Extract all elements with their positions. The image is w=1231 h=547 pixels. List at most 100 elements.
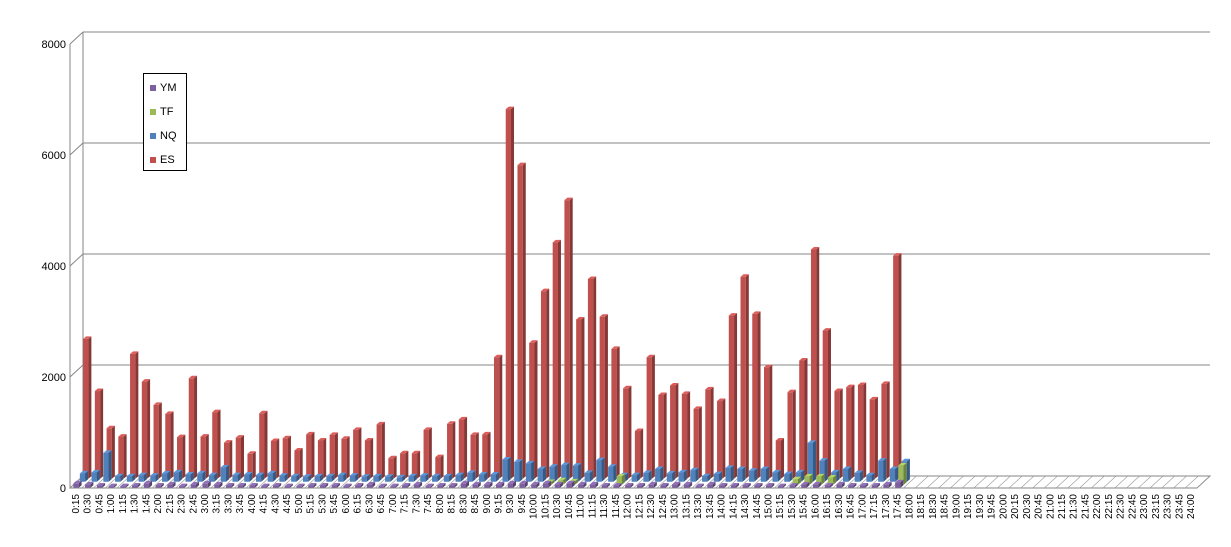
bar-side — [242, 483, 246, 488]
bar-front — [749, 470, 755, 482]
bar-side — [601, 457, 605, 482]
bar-es — [341, 436, 350, 479]
bar-top — [842, 466, 852, 469]
bar-front — [719, 485, 725, 488]
bar-top — [396, 474, 406, 478]
bar-front — [435, 457, 441, 479]
bar-es — [435, 454, 444, 479]
bar-front — [683, 484, 690, 488]
x-tick-label: 2:00 — [153, 494, 164, 514]
bar-nq — [197, 470, 206, 482]
bar-es — [482, 431, 491, 479]
bar-side — [454, 483, 458, 488]
bar-nq — [784, 471, 793, 482]
bar-front — [267, 473, 273, 482]
bar-side — [581, 316, 585, 479]
bar-front — [587, 278, 594, 479]
y-tick-label: 8000 — [42, 39, 66, 51]
bar-top — [576, 316, 585, 320]
x-tick-label: 17:00 — [857, 494, 868, 519]
bar-ym — [507, 480, 517, 488]
bar-front — [728, 315, 735, 479]
bar-front — [643, 472, 649, 482]
x-tick-label: 3:15 — [212, 494, 223, 514]
bar-side — [783, 483, 787, 488]
bar-side — [182, 434, 186, 479]
bar-side — [501, 481, 505, 488]
bar-top — [728, 313, 738, 316]
bar-es — [353, 427, 362, 479]
bar-front — [599, 316, 605, 479]
bar-top — [789, 483, 798, 486]
x-tick-label: 12:15 — [634, 494, 645, 519]
bar-top — [742, 483, 751, 486]
bar-side — [827, 328, 831, 479]
bar-front — [804, 476, 810, 485]
bar-es — [587, 276, 597, 479]
x-tick-label: 16:15 — [822, 494, 833, 519]
bar-side — [546, 288, 550, 479]
bar-top — [173, 469, 183, 473]
bar-ym — [460, 480, 470, 488]
bar-front — [646, 357, 652, 479]
bar-front — [167, 484, 173, 488]
bar-nq — [279, 473, 288, 482]
bar-top — [83, 336, 92, 339]
bar-nq — [326, 473, 335, 482]
bar-top — [425, 483, 434, 487]
bar-top — [730, 483, 740, 486]
x-tick-label: 15:15 — [775, 494, 786, 519]
bar-front — [214, 484, 220, 488]
bar-nq — [349, 473, 359, 482]
floor-divider — [1102, 475, 1117, 489]
bar-top — [291, 473, 300, 477]
bar-front — [467, 472, 473, 482]
bar-top — [261, 483, 270, 487]
x-tick-label: 10:30 — [552, 494, 563, 519]
bar-side — [625, 472, 629, 482]
bar-ym — [742, 483, 751, 488]
bar-ym — [660, 483, 669, 488]
bar-front — [306, 434, 312, 479]
bar-side — [272, 470, 276, 482]
bar-side — [595, 481, 599, 488]
bar-front — [564, 200, 570, 479]
bar-es — [493, 354, 503, 479]
bar-top — [895, 479, 904, 483]
bar-nq — [643, 470, 652, 482]
bar-side — [710, 386, 714, 479]
bar-es — [810, 247, 820, 479]
x-tick-label: 9:45 — [517, 494, 528, 514]
bar-front — [584, 472, 590, 482]
bar-front — [449, 485, 455, 488]
bar-top — [613, 483, 622, 486]
bar-es — [83, 336, 92, 479]
bar-top — [162, 470, 171, 474]
bar-top — [578, 481, 587, 485]
x-tick-label: 7:45 — [423, 494, 434, 514]
bar-es — [165, 411, 174, 479]
bar-side — [336, 483, 340, 488]
bar-side — [319, 473, 323, 482]
bar-nq — [432, 473, 441, 482]
bar-front — [540, 291, 547, 479]
bar-ym — [683, 481, 693, 488]
x-tick-label: 4:00 — [247, 494, 258, 514]
bar-front — [153, 404, 159, 479]
bar-top — [472, 481, 481, 485]
bar-top — [225, 483, 235, 486]
bar-nq — [115, 473, 124, 482]
bar-side — [123, 434, 127, 479]
bar-side — [276, 438, 280, 479]
bar-side — [660, 466, 664, 482]
bar-top — [566, 480, 575, 484]
bar-front — [589, 484, 596, 488]
bar-ym — [413, 481, 423, 488]
bar-side — [722, 398, 726, 479]
bar-top — [564, 197, 573, 201]
bar-side — [358, 427, 362, 479]
bar-front — [284, 486, 290, 488]
bar-top — [460, 480, 470, 484]
bar-side — [149, 480, 153, 488]
bar-front — [349, 475, 356, 482]
